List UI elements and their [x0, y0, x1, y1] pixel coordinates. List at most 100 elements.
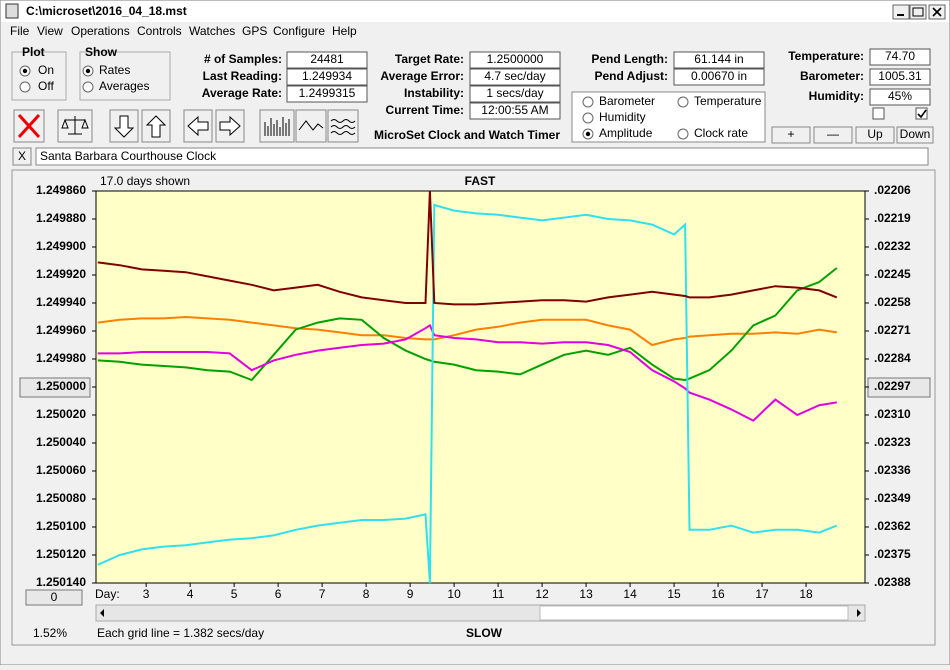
menu-item[interactable]: Controls — [137, 24, 182, 38]
radio[interactable] — [19, 81, 31, 93]
annotation: Each grid line = 1.382 secs/day — [97, 626, 264, 640]
radio-label: Rates — [99, 63, 130, 77]
field-label: Humidity: — [809, 89, 864, 103]
field-value: 74.70 — [885, 49, 915, 63]
down-icon — [113, 115, 135, 138]
menu-item[interactable]: View — [37, 24, 63, 38]
annotation: FAST — [465, 174, 496, 188]
close-glyph — [932, 7, 942, 17]
x-tick-label: 16 — [711, 587, 725, 601]
legend-radio[interactable] — [677, 96, 689, 108]
menu-item[interactable]: Help — [332, 24, 357, 38]
x-tick-label: 12 — [535, 587, 549, 601]
window-controls[interactable] — [892, 4, 946, 20]
series-line — [97, 315, 837, 347]
x-tick-label: 11 — [492, 587, 505, 601]
noise-icon — [330, 119, 356, 135]
y-tick-label: 1.250120 — [36, 547, 86, 561]
y2-tick-label: .02349 — [874, 491, 911, 505]
field-value: 1.2499315 — [299, 86, 356, 100]
checkbox[interactable] — [915, 107, 928, 120]
bars-icon — [264, 117, 290, 136]
y2-tick-label: .02375 — [874, 547, 911, 561]
field-label: Barometer: — [800, 69, 864, 83]
x-tick-label: 5 — [231, 587, 238, 601]
center-rate-button[interactable] — [19, 377, 91, 398]
legend-radio-dot — [585, 131, 591, 137]
scroll-value-button[interactable] — [25, 589, 83, 606]
button[interactable] — [855, 126, 895, 144]
field-box — [869, 48, 931, 66]
title-bar — [1, 1, 949, 22]
group-title: Plot — [22, 45, 45, 59]
menu-item[interactable]: GPS — [242, 24, 267, 38]
series-line — [97, 203, 838, 584]
field-box — [286, 51, 368, 69]
clock-name-field[interactable] — [35, 147, 929, 166]
show-group-box — [79, 51, 171, 101]
up-icon — [145, 115, 167, 138]
minimize[interactable] — [892, 4, 910, 20]
radio-label: Off — [38, 79, 54, 93]
annotation: 17.0 days shown — [100, 174, 190, 188]
menu-item[interactable]: Watches — [189, 24, 235, 38]
button[interactable] — [813, 126, 853, 144]
group-title: Show — [85, 45, 118, 59]
y2-tick-label: .02388 — [874, 575, 911, 589]
app-name: MicroSet Clock and Watch Timer — [374, 128, 560, 142]
series-line — [97, 190, 838, 306]
y2-tick-label: .02258 — [874, 295, 911, 309]
button[interactable] — [896, 126, 934, 144]
field-label: Instability: — [404, 86, 464, 100]
field-value: 61.144 in — [694, 52, 743, 66]
field-label: Temperature: — [788, 49, 864, 63]
field-value: 1005.31 — [878, 69, 922, 83]
field-box — [869, 68, 931, 86]
y-tick-label: 1.249980 — [36, 351, 86, 365]
toolbar — [13, 109, 359, 143]
field-value: 0.00670 in — [691, 69, 747, 83]
y-tick-label: 1.250140 — [36, 575, 86, 589]
button[interactable] — [771, 126, 811, 144]
field-box — [286, 85, 368, 103]
x-tick-label: 18 — [799, 587, 813, 601]
radio-dot — [85, 68, 91, 74]
radio[interactable] — [82, 81, 94, 93]
menu-item[interactable]: File — [10, 24, 30, 38]
y-tick-label: 1.250000 — [36, 379, 86, 393]
menu-item[interactable]: Operations — [71, 24, 130, 38]
button-label: Down — [900, 127, 931, 141]
maximize-glyph — [912, 7, 924, 17]
y2-tick-label: .02271 — [874, 323, 911, 337]
field-box — [869, 88, 931, 106]
y-tick-label: 1.249900 — [36, 239, 86, 253]
legend-radio[interactable] — [677, 128, 689, 140]
field-value: 4.7 sec/day — [484, 69, 545, 83]
x-tick-label: 3 — [143, 587, 150, 601]
checkbox[interactable] — [872, 107, 885, 120]
clear-icon — [17, 113, 41, 139]
legend-radio[interactable] — [582, 112, 594, 124]
menu-item[interactable]: Configure — [273, 24, 325, 38]
y-tick-label: 1.249960 — [36, 323, 86, 337]
scroll-thumb[interactable] — [539, 605, 849, 621]
radio-dot — [22, 68, 28, 74]
field-label: Current Time: — [386, 103, 464, 117]
field-value: 1 secs/day — [486, 86, 543, 100]
field-label: Target Rate: — [395, 52, 464, 66]
legend-radio[interactable] — [582, 96, 594, 108]
x-tick-label: 4 — [187, 587, 194, 601]
name-close-button[interactable] — [12, 147, 32, 166]
wave-button[interactable] — [295, 109, 327, 143]
right-icon — [219, 115, 241, 137]
maximize[interactable] — [909, 4, 927, 20]
y2-tick-label: .02336 — [874, 463, 911, 477]
x-tick-label: 6 — [275, 587, 282, 601]
field-box — [469, 85, 561, 103]
x-tick-label: 8 — [363, 587, 370, 601]
left-icon — [187, 115, 209, 137]
legend-label: Temperature — [694, 94, 762, 108]
legend-label: Barometer — [599, 94, 655, 108]
y2-tick-label: .02232 — [874, 239, 911, 253]
field-box — [673, 68, 765, 86]
